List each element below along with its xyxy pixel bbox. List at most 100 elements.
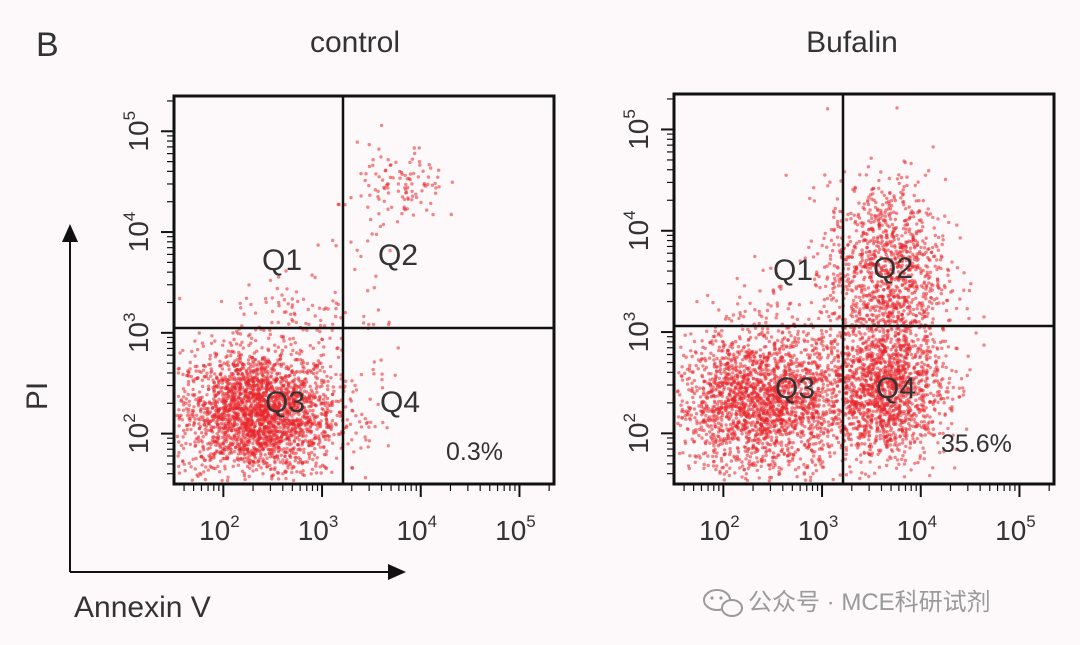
data-point xyxy=(308,384,312,389)
data-point xyxy=(793,467,798,472)
data-point xyxy=(398,176,402,180)
data-point xyxy=(353,383,357,388)
data-point xyxy=(285,450,289,455)
data-point xyxy=(784,430,788,435)
data-point xyxy=(766,418,770,423)
data-point xyxy=(410,157,415,161)
data-point xyxy=(352,450,356,454)
data-point xyxy=(396,182,401,186)
data-point xyxy=(683,441,688,445)
data-point xyxy=(216,383,220,387)
data-point xyxy=(281,461,285,465)
data-point xyxy=(867,474,871,479)
data-point xyxy=(690,381,694,385)
data-point xyxy=(715,464,719,468)
data-point xyxy=(288,448,292,453)
data-point xyxy=(722,478,726,482)
data-point xyxy=(246,447,250,452)
data-point xyxy=(774,364,778,368)
data-point xyxy=(403,186,407,190)
data-point xyxy=(291,447,295,451)
data-point xyxy=(747,384,752,388)
data-point xyxy=(291,406,295,410)
data-point xyxy=(197,331,201,335)
data-point xyxy=(732,395,736,399)
data-point xyxy=(718,359,722,363)
data-point xyxy=(238,301,242,306)
data-point xyxy=(706,409,710,413)
data-point xyxy=(285,442,289,446)
data-point xyxy=(213,440,217,444)
data-point xyxy=(236,400,240,404)
data-point xyxy=(704,432,709,437)
data-point xyxy=(204,465,208,469)
data-point xyxy=(722,387,726,392)
data-point xyxy=(711,300,715,305)
data-point xyxy=(678,451,682,456)
data-point xyxy=(249,374,253,378)
data-point xyxy=(227,413,231,417)
data-point xyxy=(193,431,197,435)
data-point xyxy=(711,405,715,409)
data-point xyxy=(754,429,759,433)
data-point xyxy=(247,283,251,287)
data-point xyxy=(291,336,295,341)
data-point xyxy=(318,445,323,449)
data-point xyxy=(209,427,214,431)
data-point xyxy=(830,399,834,403)
data-point xyxy=(238,382,242,386)
data-point xyxy=(301,472,305,477)
data-point xyxy=(248,386,252,390)
data-point xyxy=(711,438,715,442)
data-point xyxy=(248,462,252,466)
data-point xyxy=(753,391,757,395)
data-point xyxy=(322,345,326,349)
data-point xyxy=(414,195,419,200)
data-point xyxy=(300,397,305,402)
data-point xyxy=(334,314,338,319)
data-point xyxy=(201,435,205,439)
data-point xyxy=(255,439,259,444)
data-point xyxy=(771,409,775,413)
data-point xyxy=(740,401,744,406)
data-point xyxy=(221,416,225,420)
data-point xyxy=(729,382,733,387)
data-point xyxy=(235,381,240,385)
data-point xyxy=(417,160,422,164)
data-point xyxy=(812,454,816,458)
data-point xyxy=(209,425,213,429)
data-point xyxy=(229,353,233,358)
data-point xyxy=(255,413,259,417)
data-point xyxy=(372,360,376,364)
data-point xyxy=(233,359,237,363)
data-point xyxy=(250,419,254,424)
data-point xyxy=(790,406,794,410)
data-point xyxy=(262,430,266,435)
data-point xyxy=(193,444,197,448)
data-point xyxy=(256,363,260,367)
data-point xyxy=(249,341,253,345)
data-point xyxy=(326,384,330,388)
data-point xyxy=(227,445,231,450)
data-point xyxy=(795,431,800,436)
data-point xyxy=(244,428,249,432)
data-point xyxy=(799,419,803,424)
data-point xyxy=(744,457,748,461)
data-point xyxy=(747,416,752,420)
data-point xyxy=(312,367,316,371)
data-point xyxy=(710,389,714,394)
data-point xyxy=(309,424,313,428)
data-point xyxy=(786,442,791,446)
data-point xyxy=(317,341,321,345)
data-point xyxy=(698,386,702,390)
data-point xyxy=(378,224,383,229)
data-point xyxy=(821,443,825,447)
data-point xyxy=(777,472,782,476)
data-point xyxy=(718,392,722,396)
control-x-tick-label: 105 xyxy=(495,512,536,546)
data-point xyxy=(263,441,267,445)
data-point xyxy=(308,409,312,413)
data-point xyxy=(226,433,231,437)
data-point xyxy=(257,463,261,468)
data-point xyxy=(325,396,330,401)
